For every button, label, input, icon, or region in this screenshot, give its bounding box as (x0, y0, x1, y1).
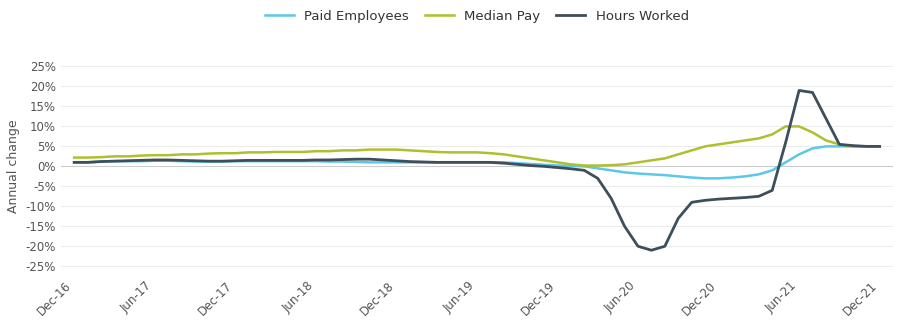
Y-axis label: Annual change: Annual change (7, 120, 20, 213)
Median Pay (579, 163, 590, 167)
Median Pay (780, 124, 791, 128)
Median Pay (874, 144, 885, 148)
Hours Worked (874, 144, 885, 148)
Paid Employees (499, 161, 509, 164)
Hours Worked (780, 140, 791, 144)
Paid Employees (256, 159, 267, 163)
Line: Hours Worked: Hours Worked (74, 90, 879, 250)
Hours Worked (256, 158, 267, 162)
Paid Employees (874, 144, 885, 148)
Hours Worked (794, 88, 805, 92)
Line: Median Pay: Median Pay (74, 126, 879, 165)
Paid Employees (230, 159, 240, 163)
Paid Employees (351, 160, 362, 164)
Median Pay (794, 124, 805, 128)
Median Pay (499, 152, 509, 156)
Paid Employees (552, 163, 562, 167)
Hours Worked (499, 161, 509, 165)
Median Pay (68, 156, 79, 160)
Paid Employees (699, 176, 710, 180)
Hours Worked (230, 159, 240, 163)
Median Pay (552, 161, 562, 164)
Line: Paid Employees: Paid Employees (74, 146, 879, 178)
Paid Employees (821, 144, 832, 148)
Median Pay (351, 149, 362, 152)
Hours Worked (646, 248, 657, 252)
Median Pay (230, 151, 240, 155)
Hours Worked (552, 166, 562, 170)
Legend: Paid Employees, Median Pay, Hours Worked: Paid Employees, Median Pay, Hours Worked (259, 5, 695, 28)
Paid Employees (780, 161, 791, 164)
Median Pay (256, 150, 267, 154)
Paid Employees (68, 161, 79, 164)
Hours Worked (68, 161, 79, 164)
Hours Worked (351, 157, 362, 161)
